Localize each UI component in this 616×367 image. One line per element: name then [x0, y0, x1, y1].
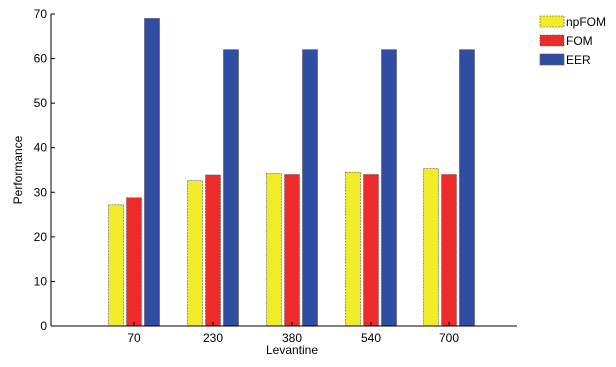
legend-label-npfom: npFOM	[566, 15, 606, 29]
legend-swatch-eer	[539, 53, 565, 66]
bar-fom-700	[441, 174, 457, 327]
y-axis-label: Performance	[11, 135, 25, 204]
y-tick-label: 30	[34, 185, 48, 199]
x-tick-label: 70	[127, 331, 141, 345]
legend: npFOM FOM EER	[539, 15, 606, 67]
bar-eer-540	[381, 49, 397, 327]
legend-swatch-npfom	[539, 15, 565, 28]
bar-fom-230	[205, 174, 221, 327]
y-tick-label: 20	[34, 230, 48, 244]
x-tick-label: 540	[361, 331, 381, 345]
x-axis-label: Levantine	[266, 343, 318, 357]
bar-npfom-70	[108, 204, 124, 327]
x-ticks: 70 230 380 540 700	[127, 322, 459, 345]
bar-npfom-380	[266, 173, 282, 327]
legend-swatch-fom	[539, 34, 565, 47]
y-tick-label: 10	[34, 274, 48, 288]
legend-label-fom: FOM	[566, 34, 593, 48]
y-tick-label: 70	[34, 7, 48, 21]
bar-fom-70	[126, 197, 142, 327]
bar-fom-380	[284, 174, 300, 327]
y-tick-label: 60	[34, 52, 48, 66]
bar-npfom-230	[187, 180, 203, 327]
y-tick-label: 40	[34, 141, 48, 155]
x-tick-label: 380	[282, 331, 302, 345]
y-tick-label: 50	[34, 96, 48, 110]
x-tick-label: 230	[203, 331, 223, 345]
legend-label-eer: EER	[566, 53, 591, 67]
bar-npfom-540	[345, 171, 361, 327]
bar-npfom-700	[423, 168, 439, 327]
bars-layer	[108, 18, 475, 327]
bar-eer-70	[144, 18, 160, 327]
bar-eer-230	[223, 49, 239, 327]
bar-eer-380	[302, 49, 318, 327]
y-tick-label: 0	[40, 319, 47, 333]
axes-layer	[50, 14, 517, 327]
bar-eer-700	[459, 49, 475, 327]
x-tick-label: 700	[439, 331, 459, 345]
bar-fom-540	[363, 174, 379, 327]
y-ticks: 0 10 20 30 40 50 60 70	[34, 7, 55, 333]
